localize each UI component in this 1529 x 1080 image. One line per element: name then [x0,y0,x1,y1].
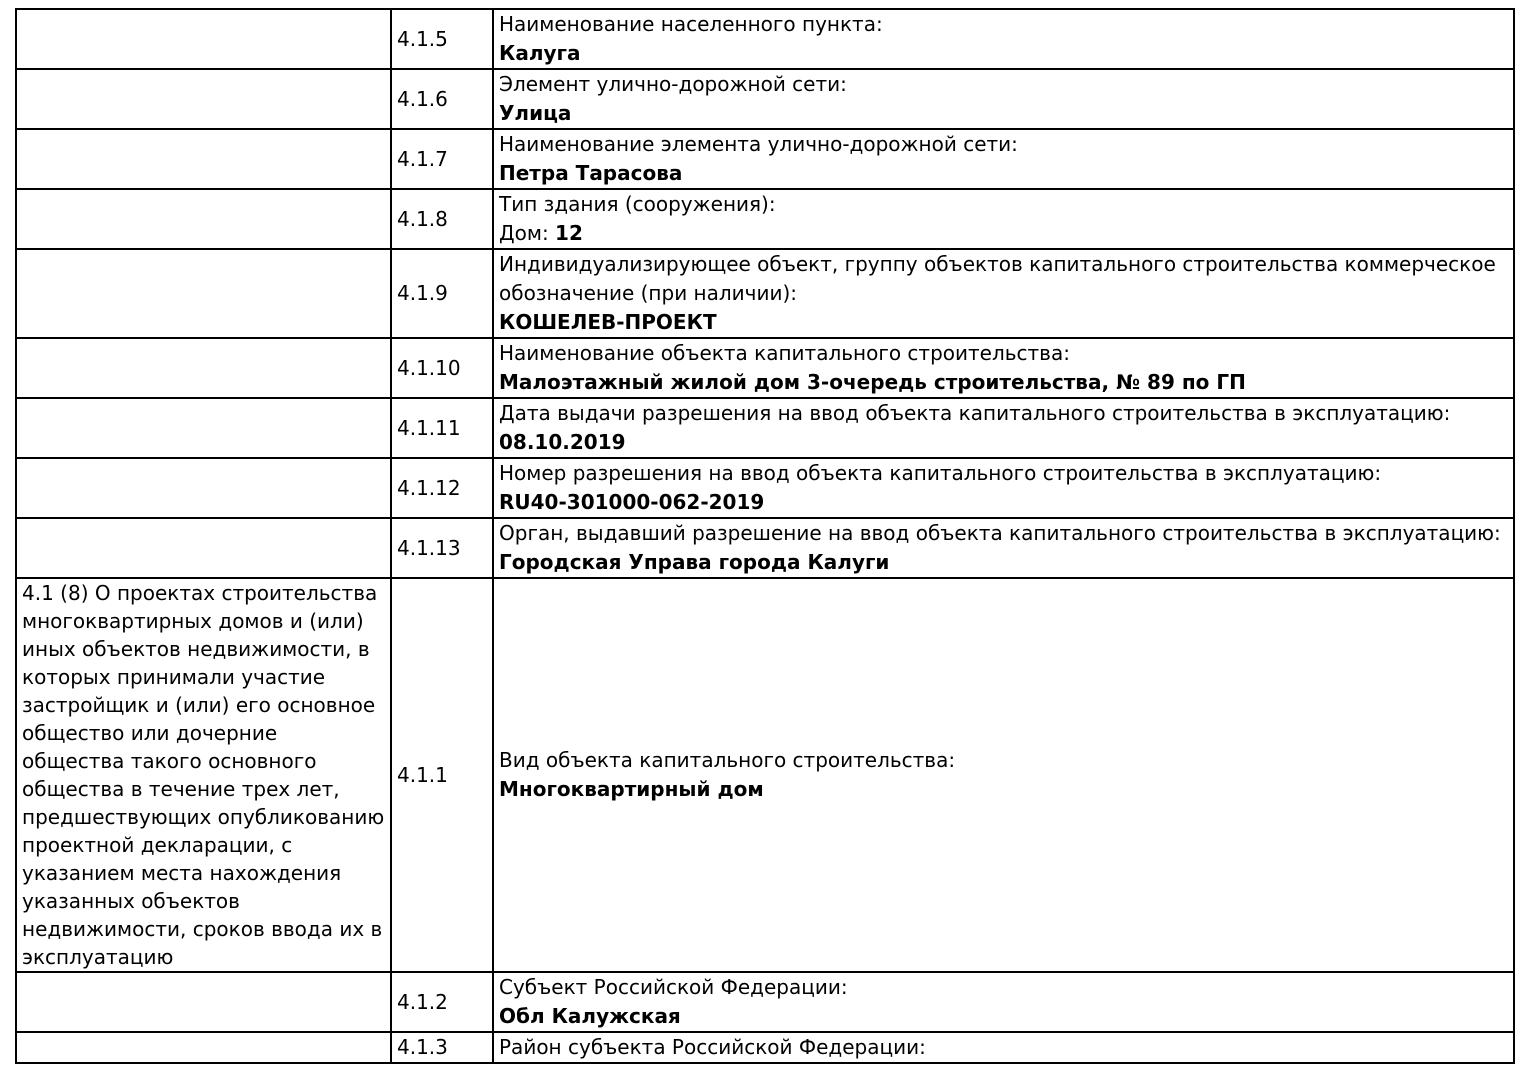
row-number: 4.1.2 [397,989,448,1014]
field-value: Калуга [499,39,1508,67]
field-value-text: Улица [499,101,572,125]
field-label: Наименование населенного пункта: [499,12,883,36]
field-label: Индивидуализирующее объект, группу объек… [499,252,1496,305]
row-content-cell: Орган, выдавший разрешение на ввод объек… [492,517,1515,579]
table-row: 4.1.7 Наименование элемента улично-дорожн… [15,128,1515,190]
row-number-cell: 4.1.13 [390,517,494,579]
field-value: Городская Управа города Калуги [499,548,1508,576]
table-row: 4.1.13 Орган, выдавший разрешение на ввод… [15,517,1515,579]
table-row: 4.1.10 Наименование объекта капитального … [15,337,1515,399]
field-label: Элемент улично-дорожной сети: [499,72,847,96]
row-content-cell: Субъект Российской Федерации: Обл Калужск… [492,971,1515,1033]
row-description-cell [15,971,392,1033]
row-description-cell [15,517,392,579]
row-number-cell: 4.1.7 [390,128,494,190]
field-value: КОШЕЛЕВ-ПРОЕКТ [499,308,1508,336]
field-label: Наименование объекта капитального строит… [499,341,1070,365]
row-content-cell: Район субъекта Российской Федерации: [492,1031,1515,1064]
field-value: Дом: 12 [499,219,1508,247]
row-number: 4.1.9 [397,281,448,305]
table-row: 4.1.6 Элемент улично-дорожной сети: Улица [15,68,1515,130]
section-description: 4.1 (8) О проектах строительства многокв… [22,581,385,969]
field-label: Тип здания (сооружения): [499,192,776,216]
table-row: 4.1.3 Район субъекта Российской Федерации… [15,1031,1515,1064]
row-number: 4.1.10 [397,355,461,380]
row-number-cell: 4.1.11 [390,397,494,459]
field-value-prefix: Дом: [499,221,556,245]
field-value-text: 12 [555,221,583,245]
row-description-cell: 4.1 (8) О проектах строительства многокв… [15,577,392,973]
row-number-cell: 4.1.9 [390,248,494,339]
row-number-cell: 4.1.3 [390,1031,494,1064]
table-row: 4.1.8 Тип здания (сооружения): Дом: 12 [15,188,1515,250]
field-value-text: Многоквартирный дом [499,777,764,801]
field-value-text: КОШЕЛЕВ-ПРОЕКТ [499,310,717,334]
field-label: Вид объекта капитального строительства: [499,748,956,772]
row-number-cell: 4.1.12 [390,457,494,519]
table-row: 4.1.11 Дата выдачи разрешения на ввод объ… [15,397,1515,459]
row-content-cell: Наименование населенного пункта: Калуга [492,8,1515,70]
row-number-cell: 4.1.1 [390,577,494,973]
row-content-cell: Тип здания (сооружения): Дом: 12 [492,188,1515,250]
row-number-cell: 4.1.5 [390,8,494,70]
row-description-cell [15,1031,392,1064]
row-description-cell [15,188,392,250]
field-value-text: RU40-301000-062-2019 [499,490,765,514]
row-description-cell [15,457,392,519]
row-content-cell: Наименование объекта капитального строит… [492,337,1515,399]
field-value: Улица [499,99,1508,127]
field-value: Обл Калужская [499,1002,1508,1030]
row-number: 4.1.7 [397,146,448,171]
field-label: Орган, выдавший разрешение на ввод объек… [499,521,1501,545]
field-label: Наименование элемента улично-дорожной се… [499,132,1018,156]
row-content-cell: Индивидуализирующее объект, группу объек… [492,248,1515,339]
field-value: 08.10.2019 [499,428,1508,456]
row-content-cell: Элемент улично-дорожной сети: Улица [492,68,1515,130]
field-value-text: Малоэтажный жилой дом 3-очередь строител… [499,370,1246,394]
table-row: 4.1 (8) О проектах строительства многокв… [15,577,1515,973]
row-number: 4.1.12 [397,475,461,500]
field-label: Дата выдачи разрешения на ввод объекта к… [499,401,1451,425]
field-label: Район субъекта Российской Федерации: [499,1035,926,1059]
declaration-table: 4.1.5 Наименование населенного пункта: Кал… [15,8,1515,1064]
field-label: Номер разрешения на ввод объекта капитал… [499,461,1382,485]
row-number-cell: 4.1.8 [390,188,494,250]
row-number: 4.1.5 [397,26,448,51]
field-value: Петра Тарасова [499,159,1508,187]
row-number-cell: 4.1.10 [390,337,494,399]
row-number-cell: 4.1.6 [390,68,494,130]
field-value-text: Петра Тарасова [499,161,683,185]
row-number: 4.1.11 [397,415,461,440]
row-number: 4.1.8 [397,206,448,231]
field-value: Многоквартирный дом [499,775,1508,804]
row-content-cell: Вид объекта капитального строительства: М… [492,577,1515,973]
table-row: 4.1.5 Наименование населенного пункта: Кал… [15,8,1515,70]
row-number: 4.1.3 [397,1035,448,1059]
field-value: Малоэтажный жилой дом 3-очередь строител… [499,368,1508,396]
row-content-cell: Номер разрешения на ввод объекта капитал… [492,457,1515,519]
row-number: 4.1.13 [397,535,461,560]
row-number: 4.1.1 [397,762,448,787]
row-content-cell: Наименование элемента улично-дорожной се… [492,128,1515,190]
table-row: 4.1.12 Номер разрешения на ввод объекта к… [15,457,1515,519]
table-row: 4.1.2 Субъект Российской Федерации: Обл Ка… [15,971,1515,1033]
row-description-cell [15,68,392,130]
row-description-cell [15,8,392,70]
field-value: RU40-301000-062-2019 [499,488,1508,516]
row-description-cell [15,248,392,339]
row-description-cell [15,337,392,399]
field-value-text: Калуга [499,41,581,65]
row-content-cell: Дата выдачи разрешения на ввод объекта к… [492,397,1515,459]
field-value-text: 08.10.2019 [499,430,626,454]
row-description-cell [15,397,392,459]
row-description-cell [15,128,392,190]
table-row: 4.1.9 Индивидуализирующее объект, группу … [15,248,1515,339]
field-value-text: Обл Калужская [499,1004,681,1028]
field-value-text: Городская Управа города Калуги [499,550,890,574]
row-number: 4.1.6 [397,86,448,111]
table-body: 4.1.5 Наименование населенного пункта: Кал… [15,8,1515,1064]
row-number-cell: 4.1.2 [390,971,494,1033]
field-label: Субъект Российской Федерации: [499,975,848,999]
